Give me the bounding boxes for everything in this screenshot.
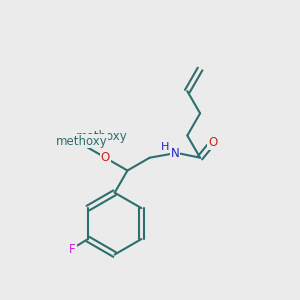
Text: H: H — [161, 142, 170, 152]
Text: methoxy: methoxy — [76, 130, 128, 142]
Text: methoxy: methoxy — [56, 135, 107, 148]
Text: N: N — [170, 147, 179, 160]
Text: O: O — [208, 136, 218, 149]
Text: F: F — [69, 243, 76, 256]
Text: O: O — [101, 151, 110, 164]
